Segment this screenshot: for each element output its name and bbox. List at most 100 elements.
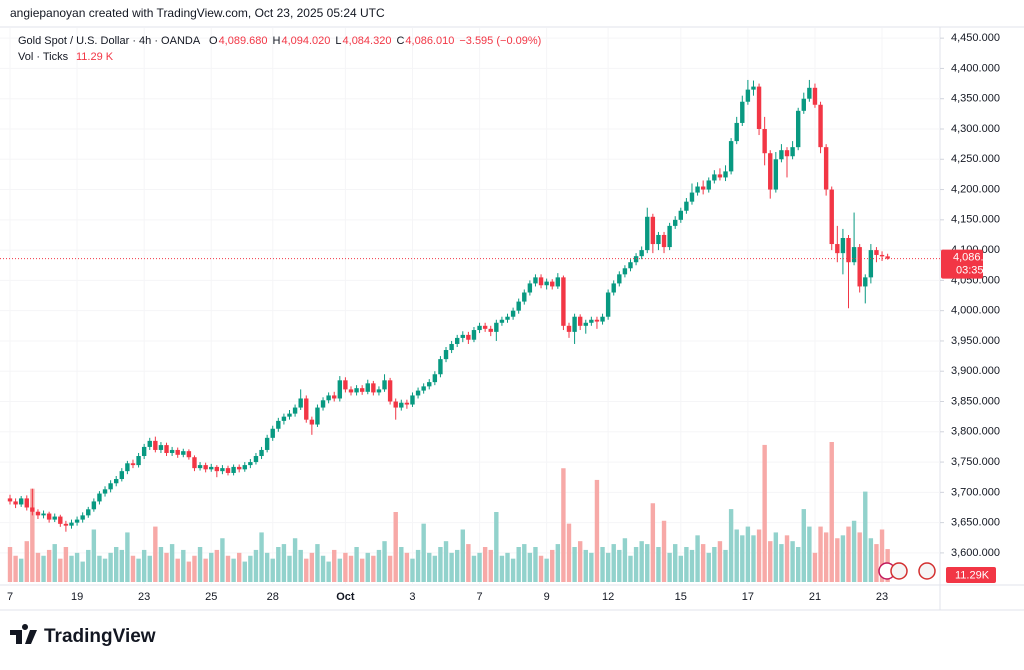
candle-body — [371, 383, 376, 393]
volume-bar — [58, 558, 63, 582]
candle-body — [404, 402, 410, 405]
volume-bar — [572, 547, 577, 582]
volume-bar — [583, 549, 588, 582]
candle-body — [382, 380, 387, 390]
volume-bar — [779, 544, 784, 582]
candle-body — [136, 456, 141, 466]
volume-bar — [382, 541, 387, 582]
candle-body — [700, 186, 706, 190]
volume-bar — [734, 529, 739, 582]
volume-bar — [371, 555, 376, 582]
volume-bar — [633, 547, 639, 582]
volume-bar — [343, 552, 348, 582]
volume-bar — [443, 541, 449, 582]
candle-body — [605, 292, 611, 317]
candle-body — [164, 445, 169, 453]
candle-body — [544, 281, 549, 286]
candle-body — [248, 462, 253, 466]
volume-bar — [248, 555, 253, 582]
candle-body — [387, 380, 393, 402]
candle-body — [840, 237, 846, 254]
candle-body — [158, 445, 164, 450]
volume-bar — [706, 552, 711, 582]
volume-bar — [533, 547, 538, 582]
candle-body — [242, 465, 247, 470]
volume-bar — [762, 444, 767, 582]
candle-body — [141, 446, 147, 457]
volume-bar — [835, 538, 840, 582]
candle-body — [773, 159, 779, 190]
candle-body — [236, 466, 242, 470]
volume-bar — [477, 552, 482, 582]
volume-bar — [197, 547, 203, 582]
y-tick-label: 4,250.000 — [951, 153, 1000, 165]
candle-body — [645, 216, 650, 251]
volume-bar — [790, 541, 795, 582]
volume-bar — [807, 526, 812, 582]
candle-body — [119, 471, 124, 480]
volume-bar — [589, 552, 594, 582]
candle-body — [399, 402, 404, 408]
candle-body — [147, 440, 152, 447]
volume-bar — [41, 555, 46, 582]
volume-bar — [829, 442, 834, 582]
candle-body — [320, 400, 326, 408]
candle-body — [63, 523, 69, 526]
volume-title: Vol · Ticks — [18, 51, 69, 63]
y-tick-label: 3,800.000 — [951, 426, 1000, 438]
volume-bar — [449, 552, 454, 582]
volume-bar — [63, 547, 69, 582]
volume-bar — [225, 555, 231, 582]
candle-body — [114, 479, 119, 484]
volume-bar — [192, 555, 197, 582]
volume-bar — [410, 558, 415, 582]
candle-body — [768, 153, 773, 190]
candle-body — [555, 277, 561, 287]
candle-body — [594, 319, 600, 322]
candle-body — [885, 256, 890, 259]
volume-bar — [516, 547, 521, 582]
candle-body — [723, 171, 728, 178]
volume-bar — [292, 538, 298, 582]
x-tick-label: 3 — [409, 591, 415, 603]
y-tick-label: 4,400.000 — [951, 62, 1000, 74]
volume-bar — [348, 555, 354, 582]
candle-body — [304, 398, 309, 420]
volume-bar — [259, 532, 264, 582]
ohlc-key: C — [396, 35, 404, 47]
candle-body — [74, 519, 80, 523]
volume-bar — [354, 547, 359, 582]
volume-label: 11.29 K — [76, 51, 114, 63]
candle-body — [829, 189, 834, 245]
candle-body — [466, 334, 471, 340]
candle-body — [533, 277, 538, 284]
y-tick-label: 3,950.000 — [951, 335, 1000, 347]
ohlc-value: 4,089.680 — [219, 35, 268, 47]
candle-body — [667, 225, 672, 248]
y-tick-label: 3,650.000 — [951, 517, 1000, 529]
candle-body — [359, 388, 365, 392]
volume-bar — [164, 552, 169, 582]
x-tick-label: 7 — [476, 591, 482, 603]
candle-body — [572, 316, 577, 332]
candle-body — [337, 380, 343, 399]
volume-bar — [153, 526, 158, 582]
volume-bar — [812, 552, 818, 582]
volume-bar — [600, 547, 605, 582]
volume-bar — [471, 555, 477, 582]
volume-bar — [538, 555, 544, 582]
candle-body — [332, 395, 337, 399]
candle-body — [432, 374, 438, 383]
candle-body — [354, 388, 359, 393]
volume-bar — [264, 552, 270, 582]
candle-body — [661, 234, 667, 248]
volume-bar — [35, 552, 41, 582]
candle-body — [656, 234, 661, 245]
candle-body — [270, 428, 275, 438]
volume-bar — [645, 544, 650, 582]
volume-bar — [387, 555, 393, 582]
candle-body — [762, 128, 767, 154]
candle-body — [18, 498, 24, 505]
volume-bar — [97, 555, 102, 582]
volume-bar — [236, 552, 242, 582]
